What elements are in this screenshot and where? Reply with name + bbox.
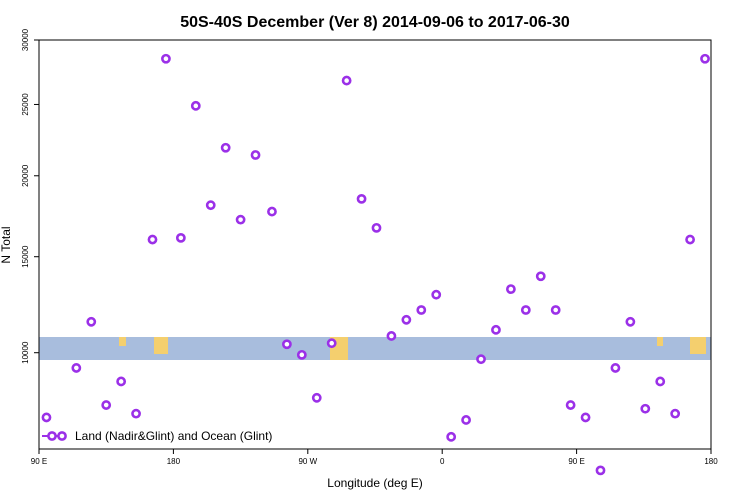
ocean-band: [39, 337, 711, 360]
data-point: [190, 100, 201, 111]
x-axis: 90 E 180 90 W 0 90 E 180: [31, 449, 718, 466]
data-point: [175, 232, 186, 243]
y-tick-label: 10000: [21, 341, 30, 364]
chart-title: 50S-40S December (Ver 8) 2014-09-06 to 2…: [180, 14, 570, 31]
legend-label: Land (Nadir&Glint) and Ocean (Glint): [75, 429, 272, 443]
data-point: [491, 324, 501, 335]
plot-frame: [38, 39, 712, 450]
data-point: [595, 465, 606, 476]
data-point: [550, 305, 561, 315]
y-tick-label: 30000: [21, 28, 30, 51]
x-tick-label: 90 E: [31, 457, 47, 466]
y-axis: 10000 15000 20000 25000 30000: [21, 28, 39, 364]
data-point: [116, 376, 127, 387]
data-point: [461, 415, 471, 425]
data-point: [250, 150, 261, 160]
data-point: [580, 412, 591, 423]
legend-marker: [47, 431, 57, 441]
data-point: [520, 305, 531, 315]
y-tick-label: 15000: [21, 245, 30, 268]
x-tick-label: 180: [704, 457, 718, 466]
data-points-layer: [41, 53, 710, 476]
legend-marker: [57, 431, 67, 441]
y-tick-label: 25000: [21, 93, 30, 116]
data-point: [655, 376, 666, 387]
data-point: [131, 408, 141, 419]
y-axis-label: N Total: [0, 226, 13, 263]
land-patch: [119, 337, 126, 346]
data-point: [235, 214, 246, 225]
data-point: [86, 316, 97, 327]
land-patch: [690, 337, 706, 354]
ocean-band-layer: [39, 337, 711, 360]
data-point: [685, 234, 695, 245]
data-point: [371, 222, 382, 233]
x-tick-label: 90 W: [298, 457, 317, 466]
x-tick-label: 0: [440, 457, 445, 466]
data-point: [640, 403, 651, 414]
data-point: [670, 408, 681, 419]
data-point: [446, 431, 457, 442]
data-point: [220, 142, 231, 153]
data-point: [610, 363, 621, 373]
data-point: [341, 75, 352, 86]
data-point: [41, 412, 52, 423]
data-point: [565, 400, 576, 410]
data-point: [281, 339, 292, 350]
x-axis-label: Longitude (deg E): [327, 476, 422, 490]
data-point: [326, 338, 337, 349]
data-point: [267, 206, 277, 217]
data-point: [356, 193, 367, 204]
land-patch: [657, 337, 663, 346]
land-patch: [154, 337, 168, 354]
data-point: [431, 289, 442, 300]
data-point: [416, 305, 427, 315]
data-point: [147, 234, 158, 245]
data-point: [700, 53, 710, 64]
data-point: [401, 314, 412, 325]
y-tick-label: 20000: [21, 164, 30, 187]
data-point: [476, 354, 486, 365]
data-point: [205, 200, 216, 211]
x-tick-label: 90 E: [568, 457, 584, 466]
x-tick-label: 180: [167, 457, 181, 466]
legend: Land (Nadir&Glint) and Ocean (Glint): [42, 429, 272, 443]
data-point: [625, 316, 636, 327]
data-point: [311, 392, 322, 403]
data-point: [71, 363, 82, 373]
data-point: [505, 284, 516, 295]
data-point: [386, 331, 397, 341]
data-point: [535, 271, 546, 282]
data-point: [296, 349, 307, 360]
data-point: [161, 53, 171, 64]
data-point: [101, 400, 112, 410]
